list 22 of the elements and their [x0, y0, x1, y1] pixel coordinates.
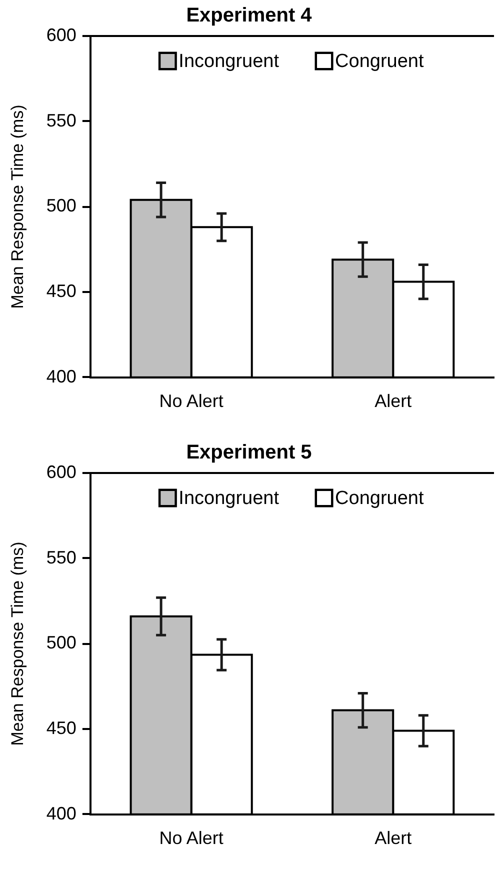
y-tick-label: 600: [46, 24, 76, 45]
y-tick-label: 600: [46, 462, 76, 482]
x-tick-label: No Alert: [159, 828, 224, 848]
y-tick-label: 500: [46, 196, 76, 216]
x-tick-label: Alert: [374, 828, 412, 848]
y-tick-label: 550: [46, 547, 76, 568]
y-tick-label: 450: [46, 718, 76, 738]
y-tick-label: 550: [46, 110, 76, 130]
chart-title: Experiment 5: [186, 442, 312, 464]
legend-label: Incongruent: [178, 488, 280, 510]
legend-label: Congruent: [335, 51, 424, 72]
y-axis-title: Mean Response Time (ms): [8, 104, 27, 309]
y-tick-label: 500: [46, 632, 76, 653]
y-tick-label: 400: [46, 803, 76, 824]
x-tick-label: Alert: [374, 391, 412, 412]
legend-label: Congruent: [335, 488, 424, 510]
y-axis-title: Mean Response Time (ms): [8, 542, 27, 746]
x-tick-label: No Alert: [159, 391, 224, 412]
legend-label: Incongruent: [178, 51, 280, 72]
chart-title: Experiment 4: [186, 4, 313, 27]
y-tick-label: 400: [46, 366, 76, 386]
y-tick-label: 450: [46, 281, 76, 302]
